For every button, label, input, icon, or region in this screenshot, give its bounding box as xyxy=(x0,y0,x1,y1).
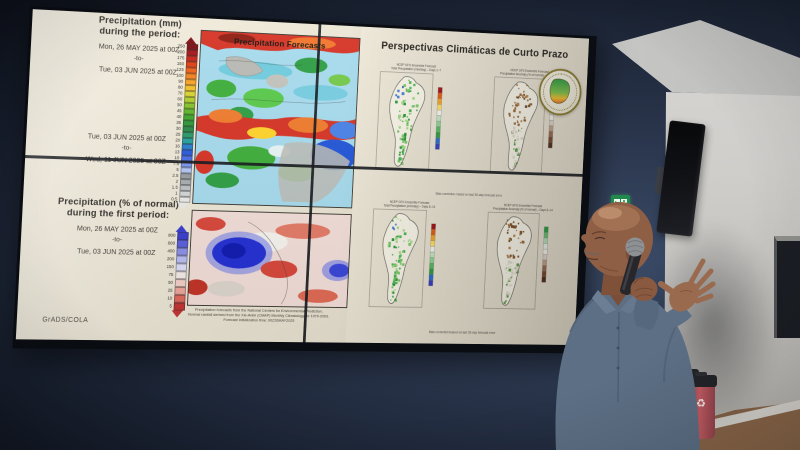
finger xyxy=(697,296,711,301)
left-slide-precipitation-forecast: Precipitation (mm) during the period: Mo… xyxy=(16,9,361,343)
presentation-room-photo: Precipitation (mm) during the period: Mo… xyxy=(0,0,800,450)
slide-title: Perspectivas Climáticas de Curto Prazo xyxy=(365,39,583,61)
precipitation-forecast-map xyxy=(192,30,360,209)
palm xyxy=(669,282,699,312)
south-america-map-3 xyxy=(354,208,458,309)
fist xyxy=(631,277,658,301)
footnote-row2: Bias correction based on last 30-day for… xyxy=(353,329,568,335)
colorbar-percent: 800 600 400 200 150 75 50 25 10 5 xyxy=(149,224,189,317)
video-wall: Precipitation (mm) during the period: Mo… xyxy=(12,6,596,353)
south-america-map-1 xyxy=(361,70,465,173)
thumb xyxy=(661,284,674,293)
grads-credit: GrADS/COLA xyxy=(42,317,88,325)
forecast-map-panel-3: NCEP GFS Ensemble Forecast Total Precipi… xyxy=(348,199,464,325)
left-arm-gesturing-hand xyxy=(658,261,713,332)
presenter xyxy=(540,192,720,450)
colorbar-mm: 250 200 175 150 125 100 90 80 70 60 50 45 40 35 30 25 20… xyxy=(154,36,198,210)
map-caption: Precipitation forecasts from the Nationa… xyxy=(169,307,347,323)
percent-normal-map xyxy=(187,210,352,308)
institution-logo xyxy=(538,68,583,116)
